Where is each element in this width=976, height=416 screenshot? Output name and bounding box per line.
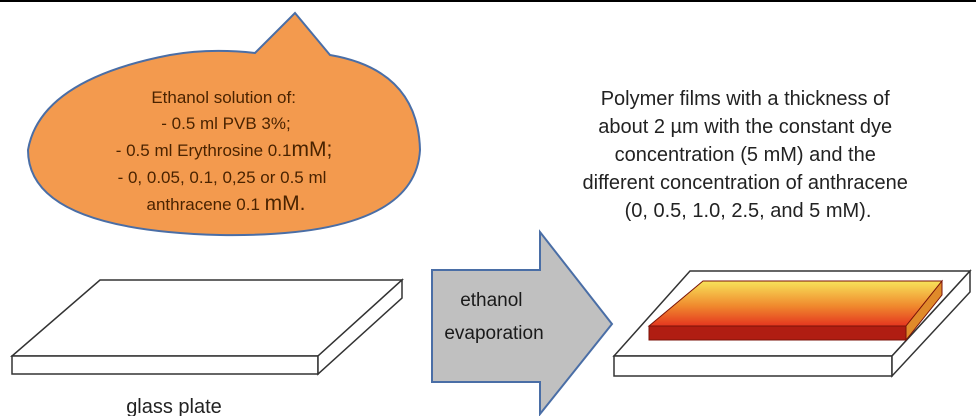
bubble-line-5: anthracene 0.1	[147, 195, 265, 214]
polymer-film-side	[905, 279, 943, 342]
arrow-label-line-2: evaporation	[444, 323, 543, 344]
description-line-4: different concentration of anthracene	[583, 172, 908, 194]
description-line-5: (0, 0.5, 1.0, 2.5, and 5 mM).	[625, 200, 872, 222]
arrow-label-line-1: ethanol	[460, 290, 522, 311]
bubble-line-5-unit: mM.	[265, 192, 306, 215]
glass-plate	[9, 278, 404, 376]
description-line-3: concentration (5 mM) and the	[615, 144, 876, 166]
svg-text:- 0, 0.05, 0.1, 0,25 or 0.5 ml: - 0, 0.05, 0.1, 0,25 or 0.5 ml	[118, 168, 327, 187]
svg-text:Polymer films with a thickness: Polymer films with a thickness of about …	[583, 88, 914, 222]
bubble-line-2: - 0.5 ml PVB 3%;	[161, 114, 290, 133]
solution-bubble: Ethanol solution of: - 0.5 ml PVB 3%; - …	[26, 11, 422, 237]
bubble-line-3-unit: mM;	[291, 138, 332, 161]
bubble-shape	[26, 11, 422, 237]
film-description: Polymer films with a thickness of about …	[583, 88, 914, 222]
svg-text:ethanol evaporation: ethanol evaporation	[444, 290, 543, 344]
arrow-shape	[431, 229, 614, 416]
svg-text:Ethanol solution of: -: Ethanol solution of: - 0.5 ml PVB 3%;	[151, 88, 300, 133]
polymer-film-front	[648, 325, 907, 341]
svg-text:- 0.5 ml Erythrosine 0.1mM;: - 0.5 ml Erythrosine 0.1mM;	[116, 138, 333, 161]
svg-text:anthracene 0.1 mM.: anthracene 0.1 mM.	[147, 192, 306, 215]
description-line-2: about 2 µm with the constant dye	[598, 116, 892, 138]
glass-plate-front	[11, 355, 319, 375]
bubble-line-4: - 0, 0.05, 0.1, 0,25 or 0.5 ml	[118, 168, 327, 187]
description-line-1: Polymer films with a thickness of	[601, 88, 890, 110]
bubble-line-1: Ethanol solution of:	[151, 88, 296, 107]
evaporation-arrow: ethanol evaporation	[431, 229, 614, 416]
polymer-film	[647, 279, 944, 342]
coated-plate-side	[891, 269, 971, 378]
glass-plate-caption: glass plate	[126, 396, 222, 416]
glass-plate-side	[317, 278, 403, 376]
coated-plate-front	[613, 355, 893, 377]
bubble-line-3: - 0.5 ml Erythrosine 0.1	[116, 141, 292, 160]
